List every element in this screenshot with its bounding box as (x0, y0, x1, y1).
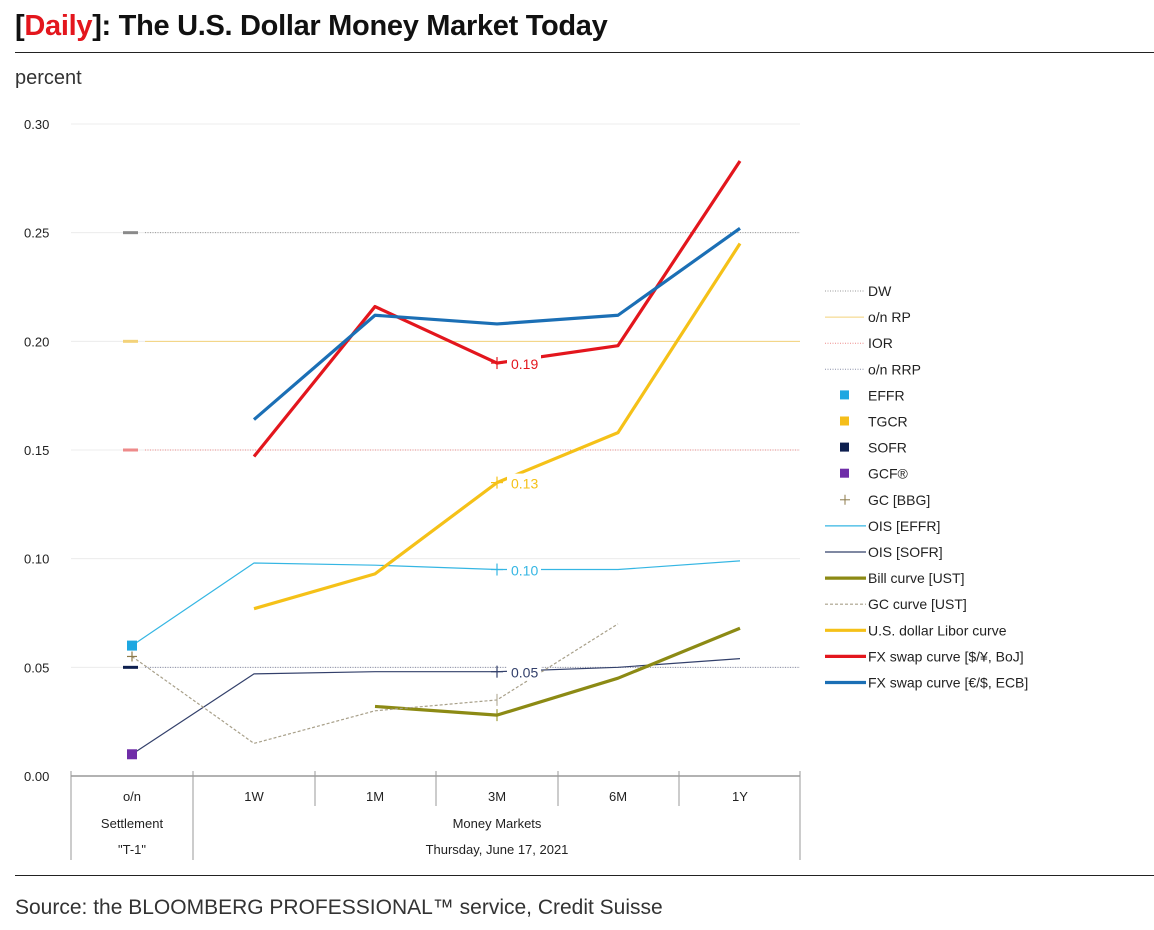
legend-label: Bill curve [UST] (868, 570, 964, 586)
legend-item: OIS [EFFR] (825, 518, 940, 534)
x-tick-label: o/n (123, 789, 141, 804)
legend-label: IOR (868, 335, 893, 351)
series-line-ois-effr (131, 560, 741, 647)
series-line-u-s-dollar-libor-curve (253, 242, 742, 611)
legend-label: U.S. dollar Libor curve (868, 622, 1007, 638)
y-tick-label: 0.05 (24, 660, 49, 675)
series-line-gc-curve-ust (131, 623, 619, 745)
data-label: 0.10 (511, 563, 538, 579)
legend-item: o/n RP (825, 309, 911, 325)
legend-swatch-square (840, 390, 849, 400)
legend-item: GC curve [UST] (825, 596, 967, 612)
data-label-background (507, 662, 541, 681)
source-note: Source: the BLOOMBERG PROFESSIONAL™ serv… (15, 896, 663, 919)
line-chart: 0.00 0.05 0.10 0.15 0.20 0.25 0.30 o/n 1W 1M 3M 6M… (24, 117, 1028, 860)
data-label: 0.19 (511, 356, 538, 372)
data-label-background (507, 354, 541, 373)
legend-label: TGCR (868, 414, 908, 430)
legend-item: OIS [SOFR] (825, 544, 943, 560)
data-label: 0.05 (511, 665, 538, 681)
x-tick-label: 3M (488, 789, 506, 804)
title-divider (15, 52, 1154, 53)
x-group-label: Money Markets (453, 816, 542, 831)
series-lines (131, 160, 742, 755)
x-group-label: Settlement (101, 816, 164, 831)
legend-label: o/n RRP (868, 361, 921, 377)
x-tick-label: 6M (609, 789, 627, 804)
legend-item: EFFR (840, 387, 905, 403)
legend-item: o/n RRP (825, 361, 921, 377)
gridlines (71, 123, 800, 668)
y-tick-label: 0.30 (24, 117, 49, 132)
legend-item: TGCR (840, 414, 908, 430)
series-line-ois-sofr (131, 658, 741, 755)
legend-swatch-square (840, 468, 849, 478)
legend-label: DW (868, 283, 892, 299)
chart-title: [Daily]: The U.S. Dollar Money Market To… (15, 10, 608, 43)
legend-label: GC curve [UST] (868, 596, 967, 612)
legend-item: GCF® (840, 466, 909, 482)
legend-label: OIS [EFFR] (868, 518, 940, 534)
legend-label: GCF® (868, 466, 909, 482)
data-label-background (507, 473, 541, 492)
legend-item: FX swap curve [$/¥, BoJ] (825, 648, 1024, 664)
title-accent: Daily (24, 10, 93, 42)
x-tick-label: 1W (244, 789, 264, 804)
footer-divider (15, 875, 1154, 876)
legend-label: FX swap curve [$/¥, BoJ] (868, 648, 1024, 664)
legend-item: SOFR (840, 440, 907, 456)
data-label: 0.13 (511, 476, 538, 492)
legend-swatch-square (840, 416, 849, 426)
y-tick-label: 0.25 (24, 226, 49, 241)
x-group-label: "T-1" (118, 842, 146, 857)
title-bracket-open: [ (15, 10, 25, 42)
x-group-label: Thursday, June 17, 2021 (426, 842, 569, 857)
y-tick-label: 0.20 (24, 334, 49, 349)
y-tick-label: 0.00 (24, 769, 49, 784)
data-label-background (507, 560, 541, 579)
title-rest: ]: The U.S. Dollar Money Market Today (92, 10, 608, 42)
legend-label: EFFR (868, 387, 905, 403)
marker-effr (127, 640, 137, 651)
legend-label: o/n RP (868, 309, 911, 325)
x-tick-label: 1M (366, 789, 384, 804)
x-axis: o/n 1W 1M 3M 6M 1Y Settlement "T-1" Money Market… (70, 771, 801, 860)
legend-label: FX swap curve [€/$, ECB] (868, 675, 1028, 691)
legend-item: Bill curve [UST] (825, 570, 964, 586)
marker-gcf (127, 749, 137, 760)
y-axis-ticks: 0.00 0.05 0.10 0.15 0.20 0.25 0.30 (24, 117, 49, 784)
series-line-fx-swap-curve-ecb (252, 227, 741, 421)
point-markers (127, 640, 137, 760)
series-line-fx-swap-curve-boj (252, 160, 742, 458)
legend-label: OIS [SOFR] (868, 544, 943, 560)
legend-item: U.S. dollar Libor curve (825, 622, 1007, 638)
legend-item: FX swap curve [€/$, ECB] (825, 675, 1028, 691)
legend-swatch-square (840, 442, 849, 452)
legend: DW o/n RP IOR o/n RRP EFFR TGCR SOFR GCF® GC [BB… (825, 283, 1028, 691)
x-tick-label: 1Y (732, 789, 748, 804)
data-labels: 0.10 0.05 0.13 0.19 (491, 354, 541, 722)
y-tick-label: 0.10 (24, 552, 49, 567)
y-tick-label: 0.15 (24, 443, 49, 458)
series-line-bill-curve-ust (374, 626, 741, 717)
y-axis-unit-label: percent (15, 67, 82, 89)
legend-label: GC [BBG] (868, 492, 930, 508)
legend-label: SOFR (868, 440, 907, 456)
legend-item: GC [BBG] (840, 492, 930, 508)
legend-item: IOR (825, 335, 893, 351)
legend-item: DW (825, 283, 892, 299)
